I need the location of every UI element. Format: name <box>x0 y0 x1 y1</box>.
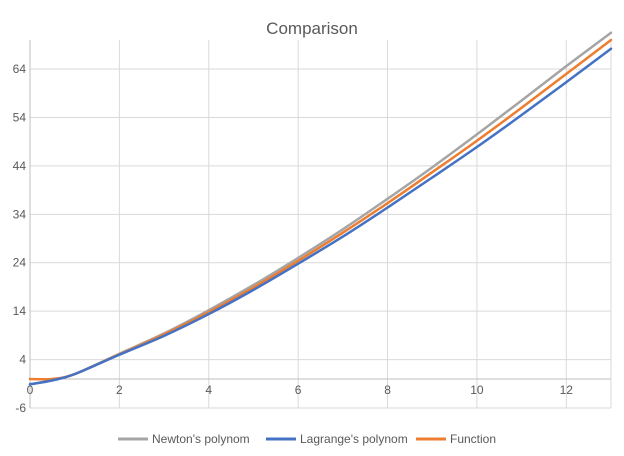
x-tick-label: 4 <box>205 383 212 397</box>
y-tick-label: -6 <box>15 401 26 415</box>
series-lines <box>28 31 613 386</box>
series-line <box>28 31 613 386</box>
x-tick-label: 12 <box>560 383 574 397</box>
grid-lines <box>30 40 612 409</box>
y-tick-label: 4 <box>19 353 26 367</box>
x-tick-label: 6 <box>295 383 302 397</box>
y-tick-label: 54 <box>13 110 27 124</box>
y-tick-label: 64 <box>13 62 27 76</box>
series-line <box>28 47 613 386</box>
x-tick-label: 8 <box>384 383 391 397</box>
axes <box>29 40 611 408</box>
x-tick-label: 10 <box>470 383 484 397</box>
legend: Newton's polynom Lagrange's polynom Functi… <box>118 432 496 446</box>
y-tick-label: 14 <box>13 304 27 318</box>
y-tick-label: 34 <box>13 207 27 221</box>
y-tick-label: 24 <box>13 256 27 270</box>
y-tick-label: 44 <box>13 159 27 173</box>
legend-label: Lagrange's polynom <box>300 432 408 446</box>
x-tick-label: 2 <box>116 383 123 397</box>
x-tick-label: 0 <box>27 383 34 397</box>
legend-label: Function <box>450 432 496 446</box>
series-line <box>28 38 613 381</box>
legend-label: Newton's polynom <box>152 432 250 446</box>
chart-title: Comparison <box>266 19 358 38</box>
